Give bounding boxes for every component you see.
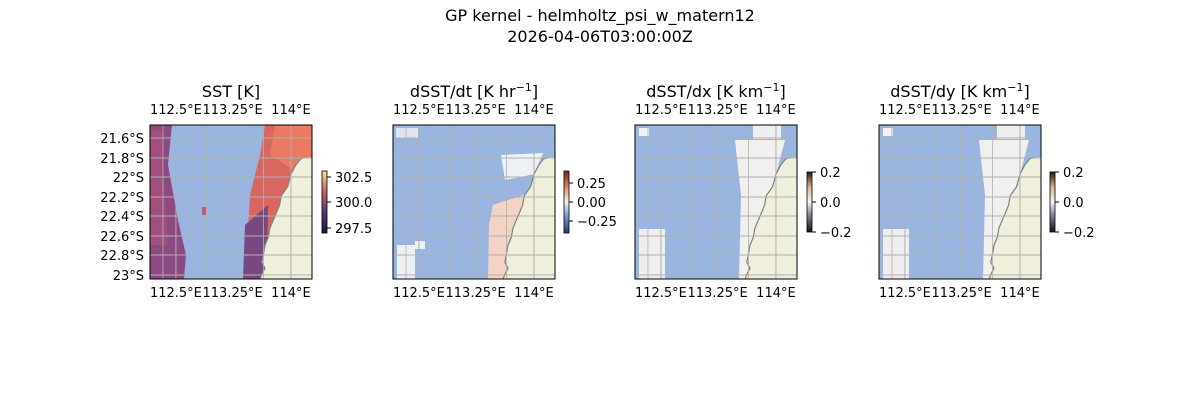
x-tick-label-top: 114°E	[756, 103, 796, 118]
x-tick-label-bottom: 113.25°E	[932, 286, 992, 301]
panel-title: SST [K]	[202, 82, 260, 101]
y-tick-label: 22.4°S	[100, 210, 144, 225]
colorbar-tick-label: 302.5	[335, 171, 372, 186]
coastline	[988, 156, 1035, 280]
sst-patch	[202, 207, 206, 215]
panel-title: dSST/dx [K km−1]	[646, 81, 785, 101]
x-tick-label-top: 113.25°E	[688, 103, 748, 118]
colorbar-tick-label: 0.0	[1063, 196, 1084, 211]
y-tick-label: 21.8°S	[100, 152, 144, 167]
panel-3: dSST/dx [K km−1]112.5°E112.5°E113.25°E11…	[634, 81, 852, 301]
colorbar	[563, 170, 570, 234]
x-tick-label-bottom: 112.5°E	[879, 286, 931, 301]
gradient-near-zero-region	[979, 140, 1029, 279]
colorbar-tick-label: 0.25	[577, 177, 606, 192]
colorbar-tick-label: −0.2	[820, 226, 852, 241]
colorbar	[806, 171, 813, 233]
x-tick-label-top: 112.5°E	[635, 103, 687, 118]
y-tick-label: 23°S	[113, 269, 144, 284]
panel-title: dSST/dy [K km−1]	[890, 81, 1029, 101]
x-tick-label-top: 112.5°E	[393, 103, 445, 118]
colorbar-tick-label: 300.0	[335, 196, 372, 211]
x-tick-label-top: 112.5°E	[879, 103, 931, 118]
colorbar	[1049, 171, 1056, 233]
x-tick-label-top: 114°E	[271, 103, 311, 118]
land-mask	[745, 157, 797, 279]
x-tick-label-top: 113.25°E	[446, 103, 506, 118]
colorbar-tick-label: 0.2	[1063, 166, 1084, 181]
y-tick-label: 21.6°S	[100, 132, 144, 147]
x-tick-label-bottom: 113.25°E	[446, 286, 506, 301]
x-tick-label-top: 114°E	[1000, 103, 1040, 118]
plot-frame	[392, 124, 556, 280]
plot-frame	[149, 124, 313, 280]
x-tick-label-bottom: 112.5°E	[393, 286, 445, 301]
tendency-positive-region	[488, 194, 526, 279]
figure-title: GP kernel - helmholtz_psi_w_matern12	[445, 6, 755, 25]
colorbar-tick-label: 0.0	[820, 196, 841, 211]
y-tick-label: 22°S	[113, 171, 144, 186]
land-mask	[989, 157, 1041, 279]
coastline	[744, 156, 791, 280]
tendency-patch	[415, 241, 425, 249]
figure-subtitle: 2026-04-06T03:00:00Z	[507, 27, 693, 46]
gradient-patch	[883, 128, 893, 136]
plot-frame	[634, 124, 798, 280]
x-tick-label-top: 112.5°E	[150, 103, 202, 118]
coastline	[259, 156, 306, 280]
panel-2: dSST/dt [K hr−1]112.5°E112.5°E113.25°E11…	[392, 81, 617, 301]
land-mask	[503, 157, 555, 279]
colorbar	[321, 170, 328, 234]
panel-4: dSST/dy [K km−1]112.5°E112.5°E113.25°E11…	[878, 81, 1095, 301]
x-tick-label-bottom: 114°E	[1000, 286, 1040, 301]
y-tick-label: 22.8°S	[100, 249, 144, 264]
x-tick-label-bottom: 114°E	[514, 286, 554, 301]
y-tick-label: 22.2°S	[100, 191, 144, 206]
x-tick-label-bottom: 112.5°E	[635, 286, 687, 301]
x-tick-label-top: 114°E	[514, 103, 554, 118]
x-tick-label-top: 113.25°E	[932, 103, 992, 118]
x-tick-label-bottom: 114°E	[756, 286, 796, 301]
colorbar-tick-label: 0.00	[577, 196, 606, 211]
coastline	[502, 156, 549, 280]
colorbar-tick-label: 0.2	[820, 166, 841, 181]
panel-title: dSST/dt [K hr−1]	[410, 81, 538, 101]
gradient-near-zero-region	[735, 140, 785, 279]
x-tick-label-top: 113.25°E	[203, 103, 263, 118]
y-tick-label: 22.6°S	[100, 230, 144, 245]
x-tick-label-bottom: 114°E	[271, 286, 311, 301]
colorbar-tick-label: −0.2	[1063, 226, 1095, 241]
gradient-patch	[639, 128, 649, 136]
tendency-patch	[396, 128, 418, 138]
panel-1: SST [K]112.5°E112.5°E113.25°E113.25°E114…	[100, 82, 372, 301]
plot-frame	[878, 124, 1042, 280]
tendency-neutral-region	[501, 153, 543, 180]
colorbar-tick-label: 297.5	[335, 222, 372, 237]
x-tick-label-bottom: 113.25°E	[688, 286, 748, 301]
x-tick-label-bottom: 113.25°E	[203, 286, 263, 301]
land-mask	[260, 157, 312, 279]
gradient-patch	[997, 125, 1025, 139]
x-tick-label-bottom: 112.5°E	[150, 286, 202, 301]
gradient-patch	[753, 125, 781, 139]
colorbar-tick-label: −0.25	[577, 215, 617, 230]
